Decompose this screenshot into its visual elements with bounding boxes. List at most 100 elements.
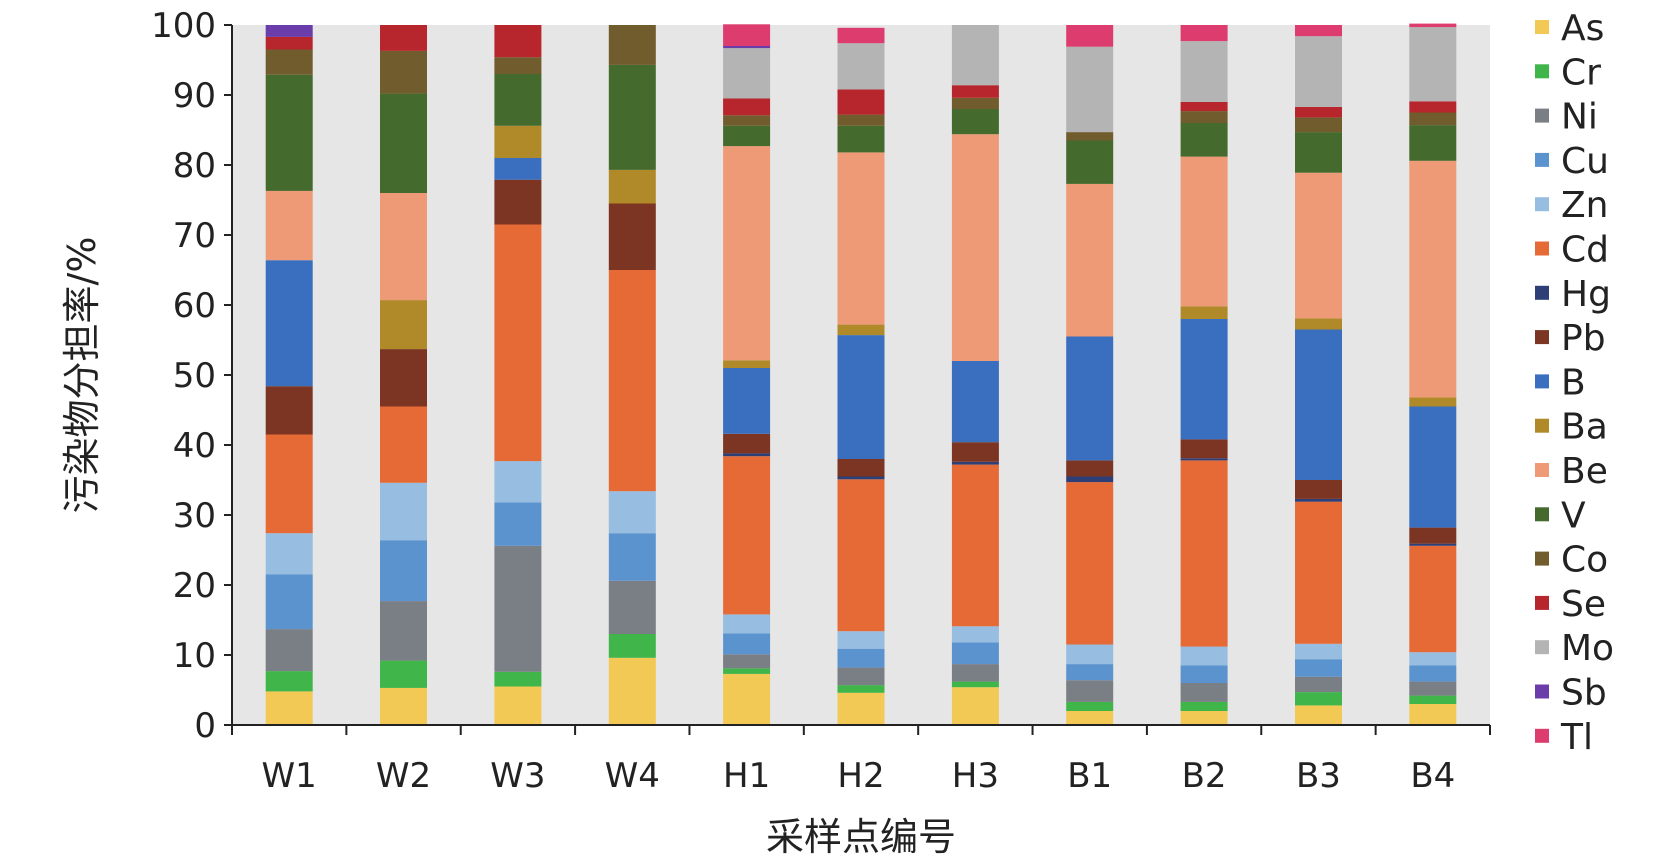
bar-segment-b3-ni (1295, 676, 1342, 693)
bar-segment-w4-as (608, 657, 656, 725)
bar-segment-w3-v (494, 74, 542, 126)
bar-segment-w3-ba (494, 125, 542, 158)
bar-segment-h2-v (837, 125, 885, 153)
bar-segment-w2-pb (380, 349, 427, 407)
legend-label-sb: Sb (1561, 673, 1607, 714)
bar-segment-b1-tl (1066, 25, 1114, 47)
bar-segment-w2-co (380, 50, 427, 94)
x-tick-label: H1 (723, 756, 770, 796)
legend-label-as: As (1561, 8, 1604, 49)
legend-swatch-be (1535, 463, 1549, 477)
x-tick-label: W1 (262, 756, 317, 796)
bar-segment-w1-zn (265, 533, 313, 575)
bar-segment-b4-b (1409, 406, 1457, 528)
bar-segment-h1-zn (723, 614, 771, 634)
y-tick-label: 80 (173, 146, 216, 186)
bar-segment-h2-b (837, 335, 885, 459)
legend-label-mo: Mo (1561, 628, 1614, 669)
bar-segment-b4-cd (1409, 545, 1457, 653)
bar-segment-w2-cd (380, 406, 427, 483)
legend-label-zn: Zn (1561, 185, 1608, 226)
bar-segment-w2-zn (380, 482, 427, 541)
bar-segment-w3-co (494, 57, 542, 74)
legend-swatch-v (1535, 507, 1549, 522)
legend-label-co: Co (1561, 540, 1608, 581)
x-tick-label: W4 (605, 756, 660, 796)
x-tick-label: B2 (1182, 756, 1227, 796)
bar-segment-b2-zn (1180, 646, 1228, 666)
bar-segment-b2-v (1180, 123, 1228, 157)
legend-label-pb: Pb (1561, 318, 1606, 359)
bar-segment-w1-cd (265, 434, 313, 534)
bar-segment-b2-be (1180, 156, 1228, 307)
bar-segment-h3-v (951, 109, 999, 135)
bar-segment-h1-v (723, 125, 771, 147)
y-tick-label: 90 (173, 76, 216, 116)
bar-segment-h2-cu (837, 648, 885, 668)
bar-segment-b4-hg (1409, 543, 1457, 546)
bar-segment-b2-cr (1180, 701, 1228, 711)
bar-segment-h1-as (723, 673, 771, 725)
bar-segment-h3-co (951, 97, 999, 109)
bar-segment-w3-as (494, 686, 542, 725)
bar-segment-b4-cr (1409, 695, 1457, 704)
legend-label-hg: Hg (1561, 274, 1611, 315)
bar-segment-b3-as (1295, 705, 1342, 725)
y-tick-label: 30 (173, 496, 216, 536)
bar-segment-b3-tl (1295, 25, 1342, 37)
bar-segment-h1-sb (723, 46, 771, 49)
bar-segment-b4-pb (1409, 527, 1457, 544)
y-tick-label: 0 (194, 706, 216, 746)
y-tick-label: 70 (173, 216, 216, 256)
bar-segment-w4-zn (608, 491, 656, 534)
bar-segment-b3-zn (1295, 643, 1342, 660)
legend-label-cu: Cu (1561, 141, 1609, 182)
bar-segment-h3-ni (951, 664, 999, 682)
bar-segment-h3-cd (951, 464, 999, 627)
bar-segment-b2-co (1180, 111, 1228, 123)
x-tick-label: H2 (837, 756, 884, 796)
bar-segment-h2-ba (837, 324, 885, 336)
bar-segment-h2-pb (837, 459, 885, 477)
legend-swatch-mo (1535, 640, 1549, 655)
y-tick-label: 20 (173, 566, 216, 606)
bar-segment-b3-pb (1295, 480, 1342, 499)
bar-segment-w1-b (265, 260, 313, 387)
bar-segment-h2-hg (837, 476, 885, 480)
legend-swatch-pb (1535, 330, 1549, 345)
bar-segment-h3-se (951, 85, 999, 98)
bar-segment-w3-cd (494, 224, 542, 462)
y-tick-label: 100 (151, 6, 216, 46)
bar-segment-w1-pb (265, 386, 313, 435)
bar-segment-b3-cd (1295, 501, 1342, 644)
legend-swatch-ni (1535, 108, 1549, 123)
legend-swatch-cd (1535, 241, 1549, 256)
legend-swatch-cr (1535, 64, 1549, 79)
bar-segment-w4-co (608, 25, 656, 65)
bar-segment-b1-cd (1066, 482, 1114, 645)
bar-segment-b4-tl (1409, 23, 1457, 28)
bar-segment-h2-zn (837, 631, 885, 649)
bar-segment-h3-pb (951, 442, 999, 462)
x-tick-label: B3 (1296, 756, 1341, 796)
bar-segment-h2-as (837, 692, 885, 725)
legend-label-tl: Tl (1560, 717, 1593, 758)
bar-segment-h1-cr (723, 668, 771, 674)
bar-segment-b2-ni (1180, 683, 1228, 702)
bar-segment-w4-ni (608, 580, 656, 634)
bar-segment-h3-as (951, 687, 999, 725)
legend-swatch-cu (1535, 152, 1549, 167)
bar-segment-w2-se (380, 25, 427, 51)
x-tick-label: H3 (952, 756, 999, 796)
legend-swatch-b (1535, 374, 1549, 389)
bar-segment-w3-b (494, 158, 542, 180)
legend-swatch-sb (1535, 684, 1549, 699)
bar-segment-w2-ni (380, 601, 427, 661)
legend-swatch-zn (1535, 197, 1549, 212)
y-axis-title: 污染物分担率/% (60, 237, 104, 514)
x-tick-label: W2 (376, 756, 431, 796)
x-tick-labels: W1 W2 W3 W4 H1 H2 H3 B1 B2 B3 B4 (262, 756, 1456, 796)
bar-segment-h1-hg (723, 453, 771, 457)
bar-segment-h1-cd (723, 456, 771, 615)
bar-segment-h3-cr (951, 681, 999, 688)
